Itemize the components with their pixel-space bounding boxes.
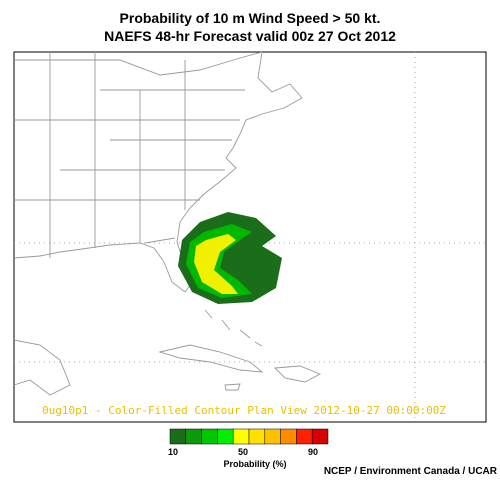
legend-swatch — [232, 428, 250, 445]
legend-swatch — [185, 428, 202, 445]
legend-swatch — [248, 428, 266, 445]
legend-swatch — [264, 428, 281, 445]
state-borders — [14, 52, 245, 258]
bahamas — [204, 309, 263, 347]
coastline — [13, 51, 303, 293]
legend: 10 50 90 — [168, 428, 329, 457]
contour — [194, 234, 238, 294]
legend-title: Probability (%) — [223, 459, 286, 469]
legend-swatch — [311, 428, 329, 445]
map: 0ug10p1 - Color-Filled Contour Plan View… — [13, 51, 487, 423]
legend-label: 90 — [308, 447, 318, 457]
canada-border — [14, 51, 263, 76]
title-line: Probability of 10 m Wind Speed > 50 kt. — [120, 10, 381, 26]
legend-swatch — [217, 428, 234, 445]
legend-swatch — [296, 428, 313, 445]
legend-swatch — [280, 428, 297, 445]
yucatan — [13, 339, 71, 396]
plot-label: 0ug10p1 - Color-Filled Contour Plan View… — [42, 404, 446, 417]
credit: NCEP / Environment Canada / UCAR — [324, 466, 498, 477]
legend-swatch — [201, 428, 218, 445]
legend-label: 50 — [238, 447, 248, 457]
hispaniola — [273, 365, 322, 383]
legend-label: 10 — [168, 447, 178, 457]
jamaica — [224, 383, 241, 391]
title-line: NAEFS 48-hr Forecast valid 00z 27 Oct 20… — [104, 28, 396, 44]
cuba — [158, 344, 264, 373]
legend-swatch — [169, 428, 187, 445]
